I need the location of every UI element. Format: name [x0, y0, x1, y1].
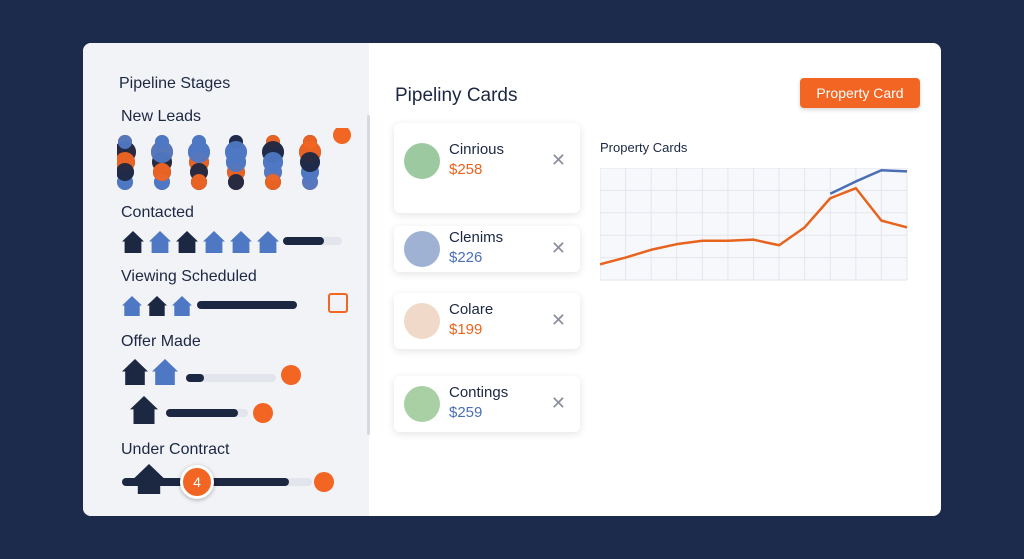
stage-label: Viewing Scheduled — [121, 268, 257, 285]
lead-dot — [333, 128, 351, 144]
progress-track — [122, 478, 312, 486]
card-name: Cinrious — [449, 141, 505, 158]
page-title: Pipeliny Cards — [395, 85, 518, 106]
property-card[interactable]: Clenims $226 ✕ — [394, 226, 580, 272]
progress-track — [186, 374, 276, 382]
lead-dot — [151, 141, 173, 163]
progress-fill — [283, 237, 325, 245]
card-price: $199 — [449, 321, 483, 338]
card-price: $258 — [449, 161, 483, 178]
close-button[interactable]: ✕ — [550, 310, 566, 330]
sidebar: Pipeline Stages New Leads Contacted Viewin… — [83, 43, 369, 516]
card-price: $226 — [449, 249, 483, 266]
progress-fill — [186, 374, 204, 382]
house-shape — [203, 231, 225, 253]
avatar — [404, 386, 440, 422]
house-shape — [152, 359, 178, 385]
count-badge: 4 — [180, 465, 214, 499]
stage-label: Contacted — [121, 204, 194, 221]
close-button[interactable]: ✕ — [550, 238, 566, 258]
close-button[interactable]: ✕ — [550, 393, 566, 413]
lead-dot — [302, 174, 318, 190]
lead-dot — [118, 135, 132, 149]
close-button[interactable]: ✕ — [550, 150, 566, 170]
card-name: Colare — [449, 301, 494, 318]
house-shape — [257, 231, 279, 253]
lead-dot — [300, 152, 320, 172]
stage-label: Offer Made — [121, 333, 201, 350]
house-icon — [122, 359, 148, 385]
stage-label: Under Contract — [121, 441, 230, 458]
house-icon — [230, 231, 252, 253]
house-shape — [122, 296, 142, 316]
property-card[interactable]: Cinrious $258 ✕ — [394, 123, 580, 213]
property-card[interactable]: Colare $199 ✕ — [394, 293, 580, 349]
house-icon — [176, 231, 198, 253]
line-chart — [600, 168, 908, 281]
lead-dot — [228, 174, 244, 190]
house-icon — [172, 296, 192, 316]
app-window: Pipeline Stages New Leads Contacted Viewin… — [83, 43, 941, 516]
series-line — [600, 186, 908, 266]
lead-dot — [188, 141, 210, 163]
lead-dot — [117, 163, 134, 181]
house-icon — [147, 296, 167, 316]
progress-track — [197, 301, 297, 309]
house-shape — [122, 231, 144, 253]
house-icon — [152, 359, 178, 385]
house-shape — [149, 231, 171, 253]
calendar-icon — [328, 293, 348, 313]
scrollbar[interactable] — [367, 115, 370, 435]
lead-dot — [263, 152, 283, 172]
lead-dot — [226, 152, 246, 172]
avatar — [404, 303, 440, 339]
dollar-icon — [281, 365, 301, 385]
house-icon — [122, 231, 144, 253]
lead-dot — [191, 174, 207, 190]
progress-track — [283, 237, 342, 245]
card-price: $259 — [449, 404, 483, 421]
avatar — [404, 143, 440, 179]
sidebar-title: Pipeline Stages — [119, 75, 231, 92]
house-icon — [257, 231, 279, 253]
lead-dot — [153, 163, 171, 181]
house-icon — [122, 296, 142, 316]
leads-cluster — [117, 128, 351, 190]
progress-fill — [166, 409, 239, 417]
house-icon — [149, 231, 171, 253]
lead-dot — [265, 174, 281, 190]
house-icon — [203, 231, 225, 253]
series-line — [829, 168, 908, 195]
house-shape — [122, 359, 148, 385]
card-name: Clenims — [449, 229, 504, 246]
dollar-icon — [253, 403, 273, 423]
lead-dot — [303, 135, 317, 149]
card-name: Contings — [449, 384, 509, 401]
house-shape — [230, 231, 252, 253]
house-icon — [130, 396, 158, 424]
house-shape — [147, 296, 167, 316]
property-card[interactable]: Contings $259 ✕ — [394, 376, 580, 432]
dollar-icon — [314, 472, 334, 492]
property-card-button[interactable]: Property Card — [800, 78, 920, 108]
chart-title: Property Cards — [600, 140, 688, 155]
progress-track — [166, 409, 248, 417]
progress-fill — [197, 301, 297, 309]
stage-label: New Leads — [121, 108, 202, 125]
house-shape — [176, 231, 198, 253]
house-shape — [130, 396, 158, 424]
house-shape — [172, 296, 192, 316]
avatar — [404, 231, 440, 267]
